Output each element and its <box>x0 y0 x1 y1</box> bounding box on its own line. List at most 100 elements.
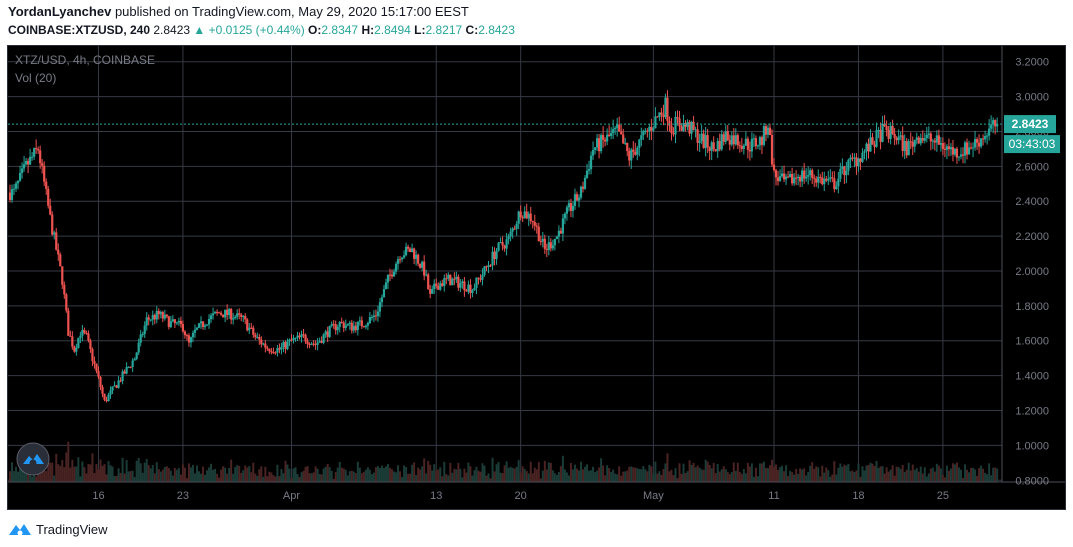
volume-bar <box>553 473 556 482</box>
volume-bar <box>69 467 72 482</box>
candle-body <box>593 147 597 150</box>
footer-brand[interactable]: TradingView <box>36 521 108 537</box>
volume-bar <box>220 469 223 482</box>
price-chart[interactable]: 3.20003.00002.80002.60002.40002.20002.00… <box>8 46 1066 510</box>
volume-bar <box>783 471 786 482</box>
footer: TradingView <box>8 519 108 539</box>
candle-body <box>833 178 836 190</box>
volume-bar <box>933 471 936 482</box>
volume-bar <box>135 460 138 482</box>
volume-bar <box>149 468 152 482</box>
volume-bar <box>195 465 198 482</box>
volume-bar <box>821 465 824 482</box>
candle-body <box>939 143 942 145</box>
candle-body <box>413 248 416 259</box>
candle-body <box>604 139 607 142</box>
grid <box>8 46 1002 482</box>
volume-bar <box>935 463 938 482</box>
candle-body <box>973 139 977 148</box>
candle-body <box>535 225 538 227</box>
volume-bar <box>949 468 952 482</box>
volume-bar <box>362 471 365 482</box>
candle-body <box>931 140 934 142</box>
volume-bar <box>264 466 267 482</box>
author-name[interactable]: YordanLyanchev <box>8 4 112 19</box>
candle-body <box>967 147 971 155</box>
volume-bar <box>342 468 345 482</box>
volume-bar <box>775 464 778 482</box>
volume-bar <box>931 467 934 482</box>
volume-bar <box>964 464 967 482</box>
candle-body <box>933 140 936 143</box>
candle-body <box>232 318 235 320</box>
volume-bar <box>951 463 954 482</box>
volume-bar <box>720 469 723 482</box>
candle-body <box>680 126 683 131</box>
candle-body <box>270 351 273 353</box>
candle-body <box>421 261 424 268</box>
candle-body <box>469 284 472 293</box>
volume-bar <box>980 465 983 482</box>
volume-bar <box>71 459 74 482</box>
symbol-label: COINBASE:XTZUSD, 240 <box>8 23 151 37</box>
volume-bar <box>706 461 709 482</box>
candle-body <box>982 138 985 140</box>
candle-body <box>539 241 542 243</box>
volume-bar <box>244 465 247 482</box>
time-axis: 16 23 Apr 13 20 May 11 18 25 <box>92 490 949 502</box>
candle-body <box>356 321 359 331</box>
candle-body <box>565 207 569 214</box>
candle-body <box>807 175 810 177</box>
candle-body <box>778 176 782 182</box>
tradingview-logo-icon[interactable] <box>16 442 50 476</box>
volume-bar <box>272 475 275 482</box>
volume-bar <box>577 470 580 482</box>
candle-body <box>111 386 114 391</box>
high-label: H: <box>361 23 375 37</box>
candle-body <box>171 319 174 322</box>
chart-panel[interactable]: 3.20003.00002.80002.60002.40002.20002.00… <box>7 45 1066 510</box>
candle-body <box>909 141 912 143</box>
candle-body <box>51 214 54 235</box>
candle-body <box>419 263 422 268</box>
candle-body <box>18 172 22 181</box>
candle-body <box>286 341 289 349</box>
volume-bar <box>288 468 291 482</box>
candle-body <box>406 246 410 249</box>
volume-bar <box>600 458 603 482</box>
candle-body <box>887 130 890 139</box>
volume-bar <box>724 469 727 482</box>
volume-bar <box>31 476 34 482</box>
candle-body <box>211 313 215 316</box>
volume-bar <box>202 466 205 482</box>
candle-body <box>782 173 786 180</box>
volume-bar <box>957 467 960 482</box>
tradingview-brand-icon[interactable] <box>8 522 32 536</box>
volume-bar <box>83 467 86 482</box>
volume-bar <box>101 465 104 482</box>
candle-body <box>541 238 544 242</box>
volume-bar <box>481 463 484 482</box>
volume-bar <box>626 470 629 482</box>
candle-body <box>658 112 661 118</box>
candle-body <box>507 236 510 240</box>
candle-body <box>919 138 922 144</box>
volume-bar <box>984 472 987 482</box>
volume-bar <box>175 469 178 482</box>
volume-bar <box>449 462 452 482</box>
candle-body <box>479 278 482 280</box>
candle-body <box>979 138 983 147</box>
candle-body <box>988 128 991 136</box>
candle-body <box>145 317 148 326</box>
volume-label: Vol (20) <box>15 71 56 85</box>
volume-bar <box>941 474 944 482</box>
volume-bar <box>19 467 22 482</box>
volume-bar <box>99 459 102 482</box>
volume-bar <box>260 466 263 482</box>
candle-body <box>451 278 454 286</box>
candle-body <box>977 142 981 147</box>
candle-body <box>889 125 892 139</box>
volume-bar <box>947 470 950 482</box>
volume-bar <box>893 475 896 482</box>
volume-bar <box>85 473 88 482</box>
